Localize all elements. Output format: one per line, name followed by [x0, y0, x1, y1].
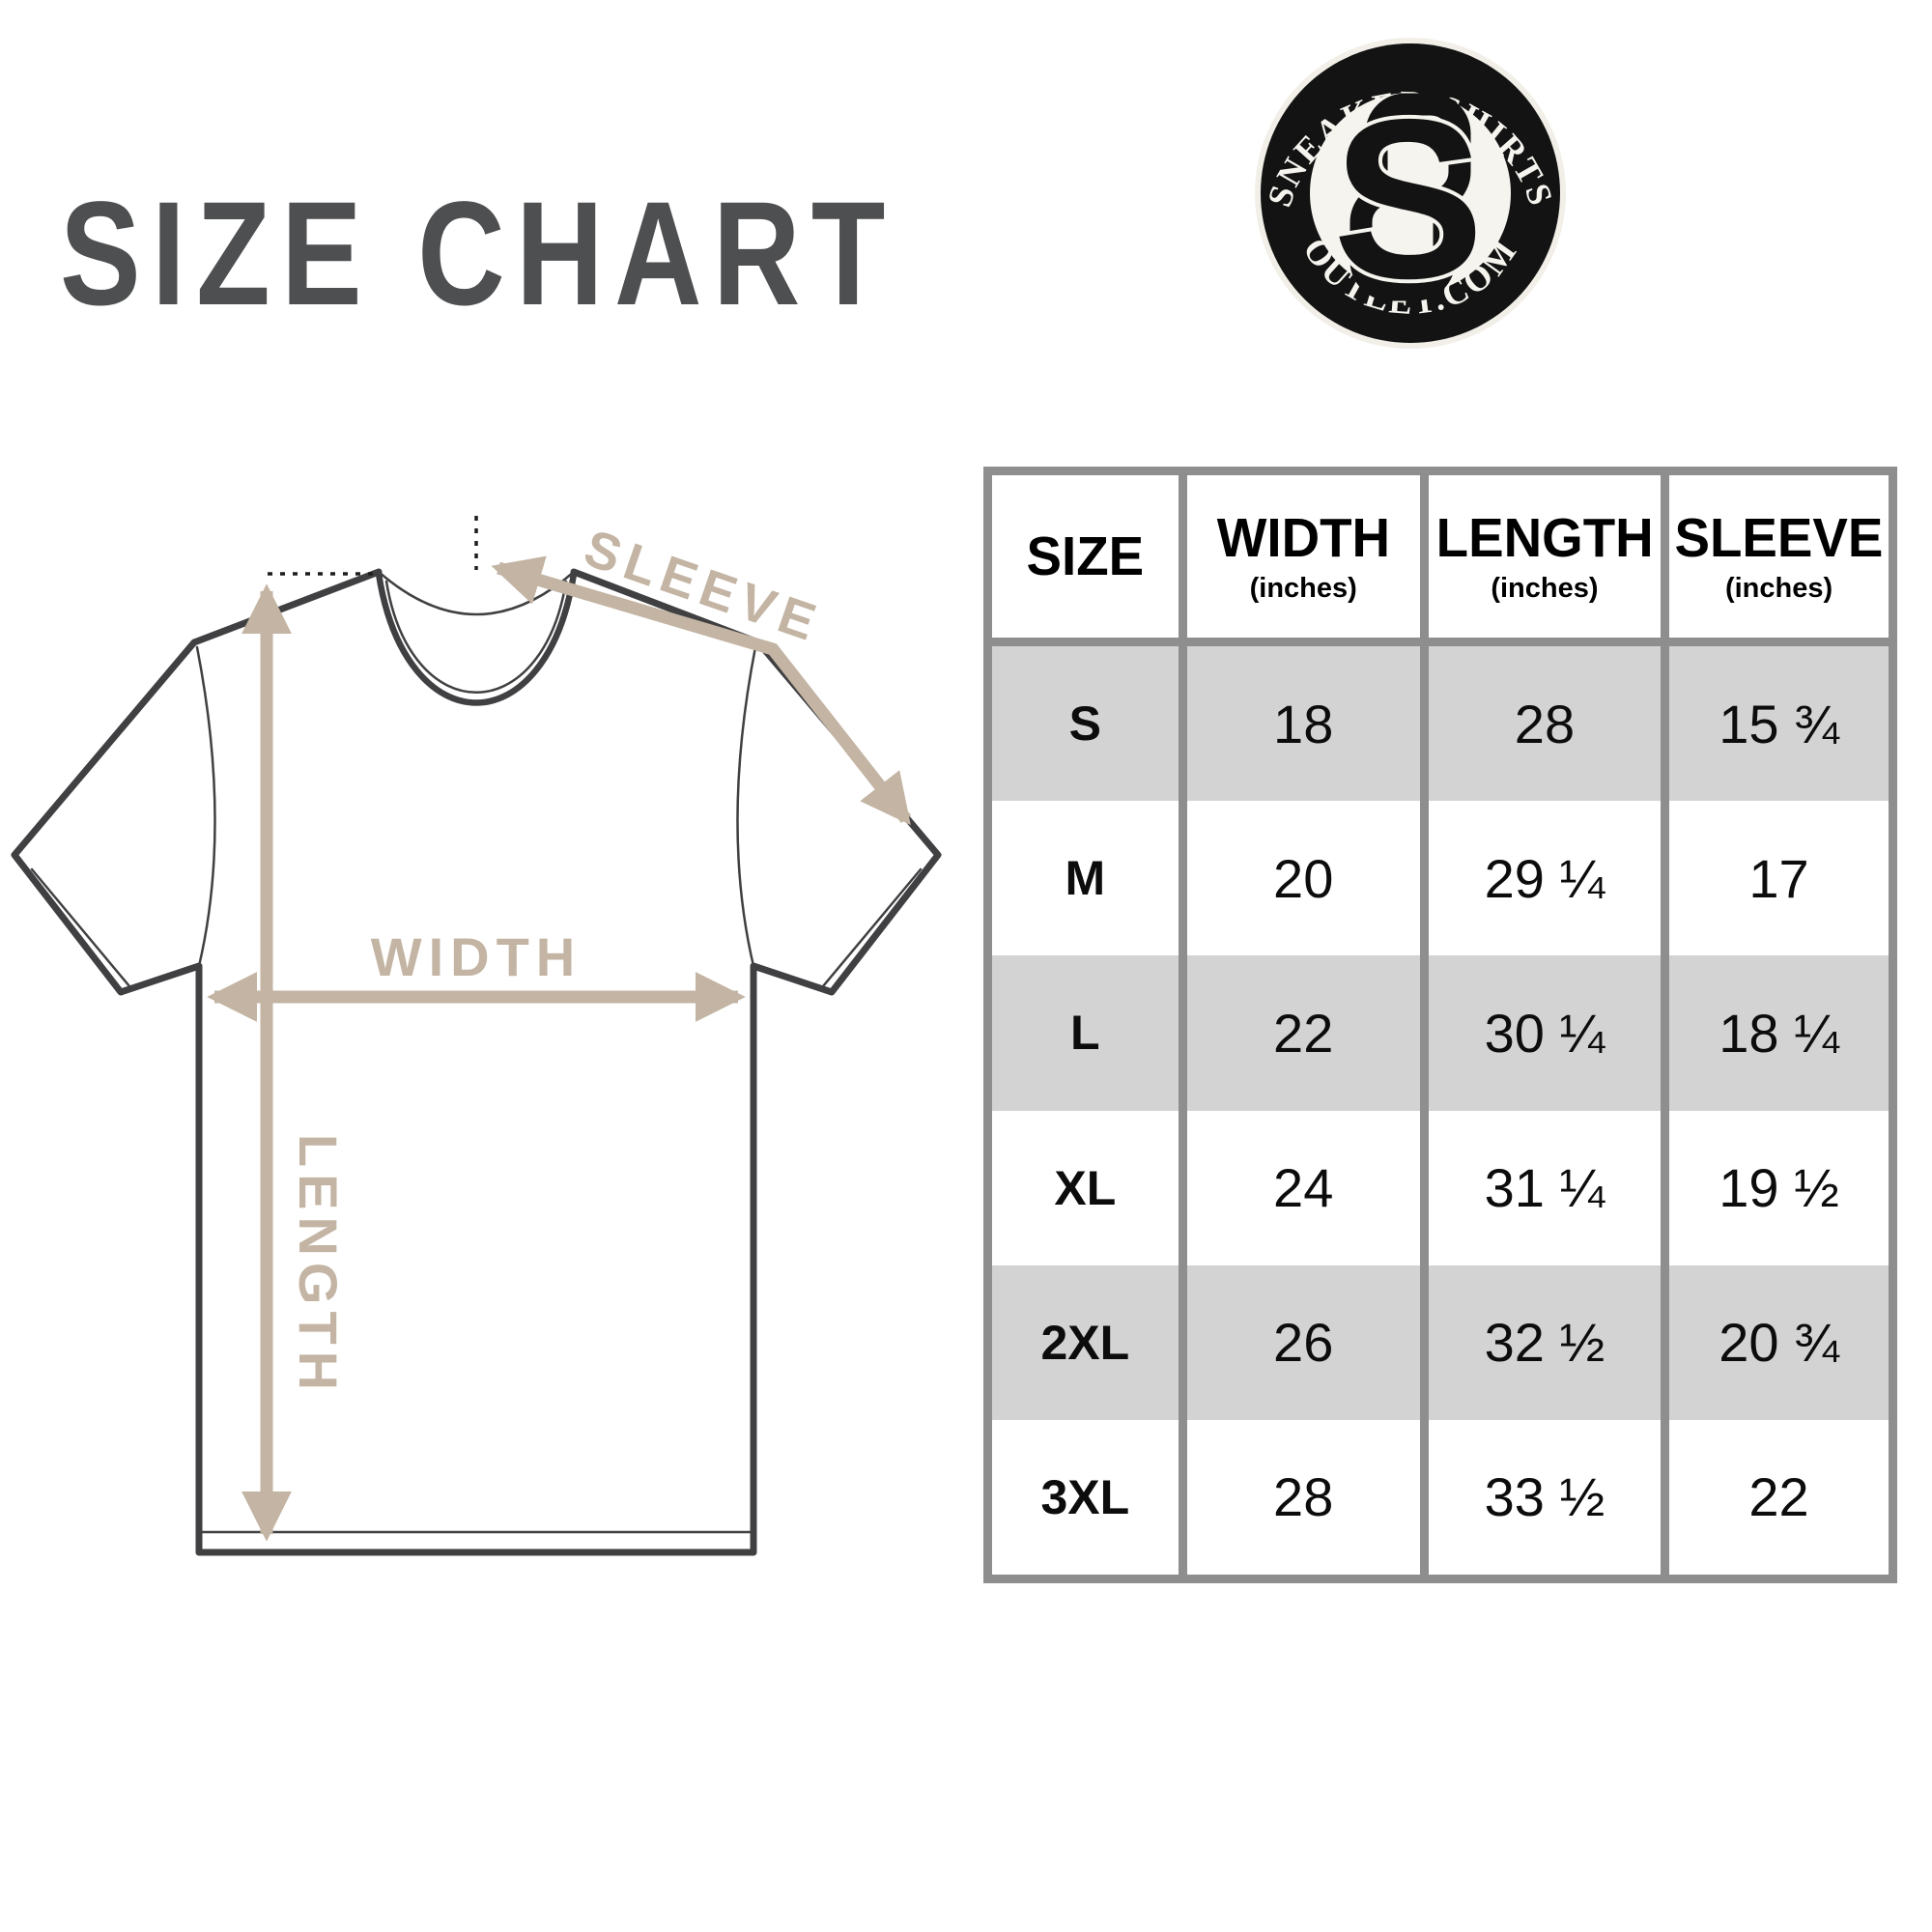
sleeve-arrow	[491, 555, 912, 826]
length-column-header: LENGTH (inches)	[1428, 475, 1662, 638]
cuff-line-left	[30, 867, 131, 988]
cell-length-xl: 31 ¼	[1428, 1110, 1662, 1265]
length-column: LENGTH (inches) 28 29 ¼ 30 ¼ 31 ¼ 32 ½ 3…	[1428, 475, 1662, 1576]
size-table: SIZE S M L XL 2XL 3XL WIDTH (inches) 18 …	[983, 467, 1897, 1583]
armhole-seam-left	[195, 645, 216, 968]
size-column: SIZE S M L XL 2XL 3XL	[992, 475, 1179, 1576]
cell-length-m: 29 ¼	[1428, 801, 1662, 956]
width-measure-label: WIDTH	[371, 926, 582, 987]
column-header-sub: (inches)	[1491, 572, 1599, 604]
cell-sleeve-s: 15 ¾	[1669, 646, 1889, 802]
tshirt-diagram: WIDTH LENGTH SLEEVE	[11, 516, 942, 1556]
cell-sleeve-2xl: 20 ¾	[1669, 1264, 1889, 1420]
cell-width-m: 20	[1186, 801, 1420, 956]
cell-length-3xl: 33 ½	[1428, 1419, 1662, 1576]
column-header-label: SIZE	[1026, 525, 1145, 587]
column-header-label: LENGTH	[1435, 506, 1654, 569]
cell-length-s: 28	[1428, 646, 1662, 802]
tshirt-body-path	[11, 568, 942, 1556]
monogram-letter: S	[1333, 71, 1485, 326]
column-header-label: WIDTH	[1216, 506, 1390, 569]
cell-width-l: 22	[1186, 955, 1420, 1111]
cell-width-s: 18	[1186, 646, 1420, 802]
cell-width-xl: 24	[1186, 1110, 1420, 1265]
cell-size-m: M	[992, 801, 1179, 956]
cell-size-2xl: 2XL	[992, 1264, 1179, 1420]
measurement-arrows	[207, 555, 912, 1542]
cuff-line-right	[821, 867, 923, 988]
cell-length-l: 30 ¼	[1428, 955, 1662, 1111]
brand-badge: SNEAKER SHIRTS OUTLET.COM S	[1255, 38, 1566, 349]
cell-size-xl: XL	[992, 1110, 1179, 1265]
cell-sleeve-3xl: 22	[1669, 1419, 1889, 1576]
cell-width-2xl: 26	[1186, 1264, 1420, 1420]
cell-sleeve-m: 17	[1669, 801, 1889, 956]
cell-size-s: S	[992, 646, 1179, 802]
width-column-header: WIDTH (inches)	[1186, 475, 1420, 638]
cell-sleeve-l: 18 ¼	[1669, 955, 1889, 1111]
page-title: SIZE CHART	[60, 171, 896, 336]
tshirt-outline	[11, 568, 942, 1556]
monogram-ring-bottom	[1350, 182, 1456, 301]
cell-sleeve-xl: 19 ½	[1669, 1110, 1889, 1265]
column-header-sub: (inches)	[1724, 572, 1833, 604]
size-column-header: SIZE	[992, 475, 1179, 638]
cell-width-3xl: 28	[1186, 1419, 1420, 1576]
column-header-sub: (inches)	[1249, 572, 1357, 604]
width-column: WIDTH (inches) 18 20 22 24 26 28	[1186, 475, 1420, 1576]
length-measure-label: LENGTH	[288, 1134, 349, 1397]
cell-size-l: L	[992, 955, 1179, 1111]
cell-length-2xl: 32 ½	[1428, 1264, 1662, 1420]
sleeve-column-header: SLEEVE (inches)	[1669, 475, 1889, 638]
cell-size-3xl: 3XL	[992, 1419, 1179, 1576]
sleeve-column: SLEEVE (inches) 15 ¾ 17 18 ¼ 19 ½ 20 ¾ 2…	[1669, 475, 1889, 1576]
badge-monogram: S	[1329, 68, 1489, 329]
column-header-label: SLEEVE	[1674, 506, 1884, 569]
